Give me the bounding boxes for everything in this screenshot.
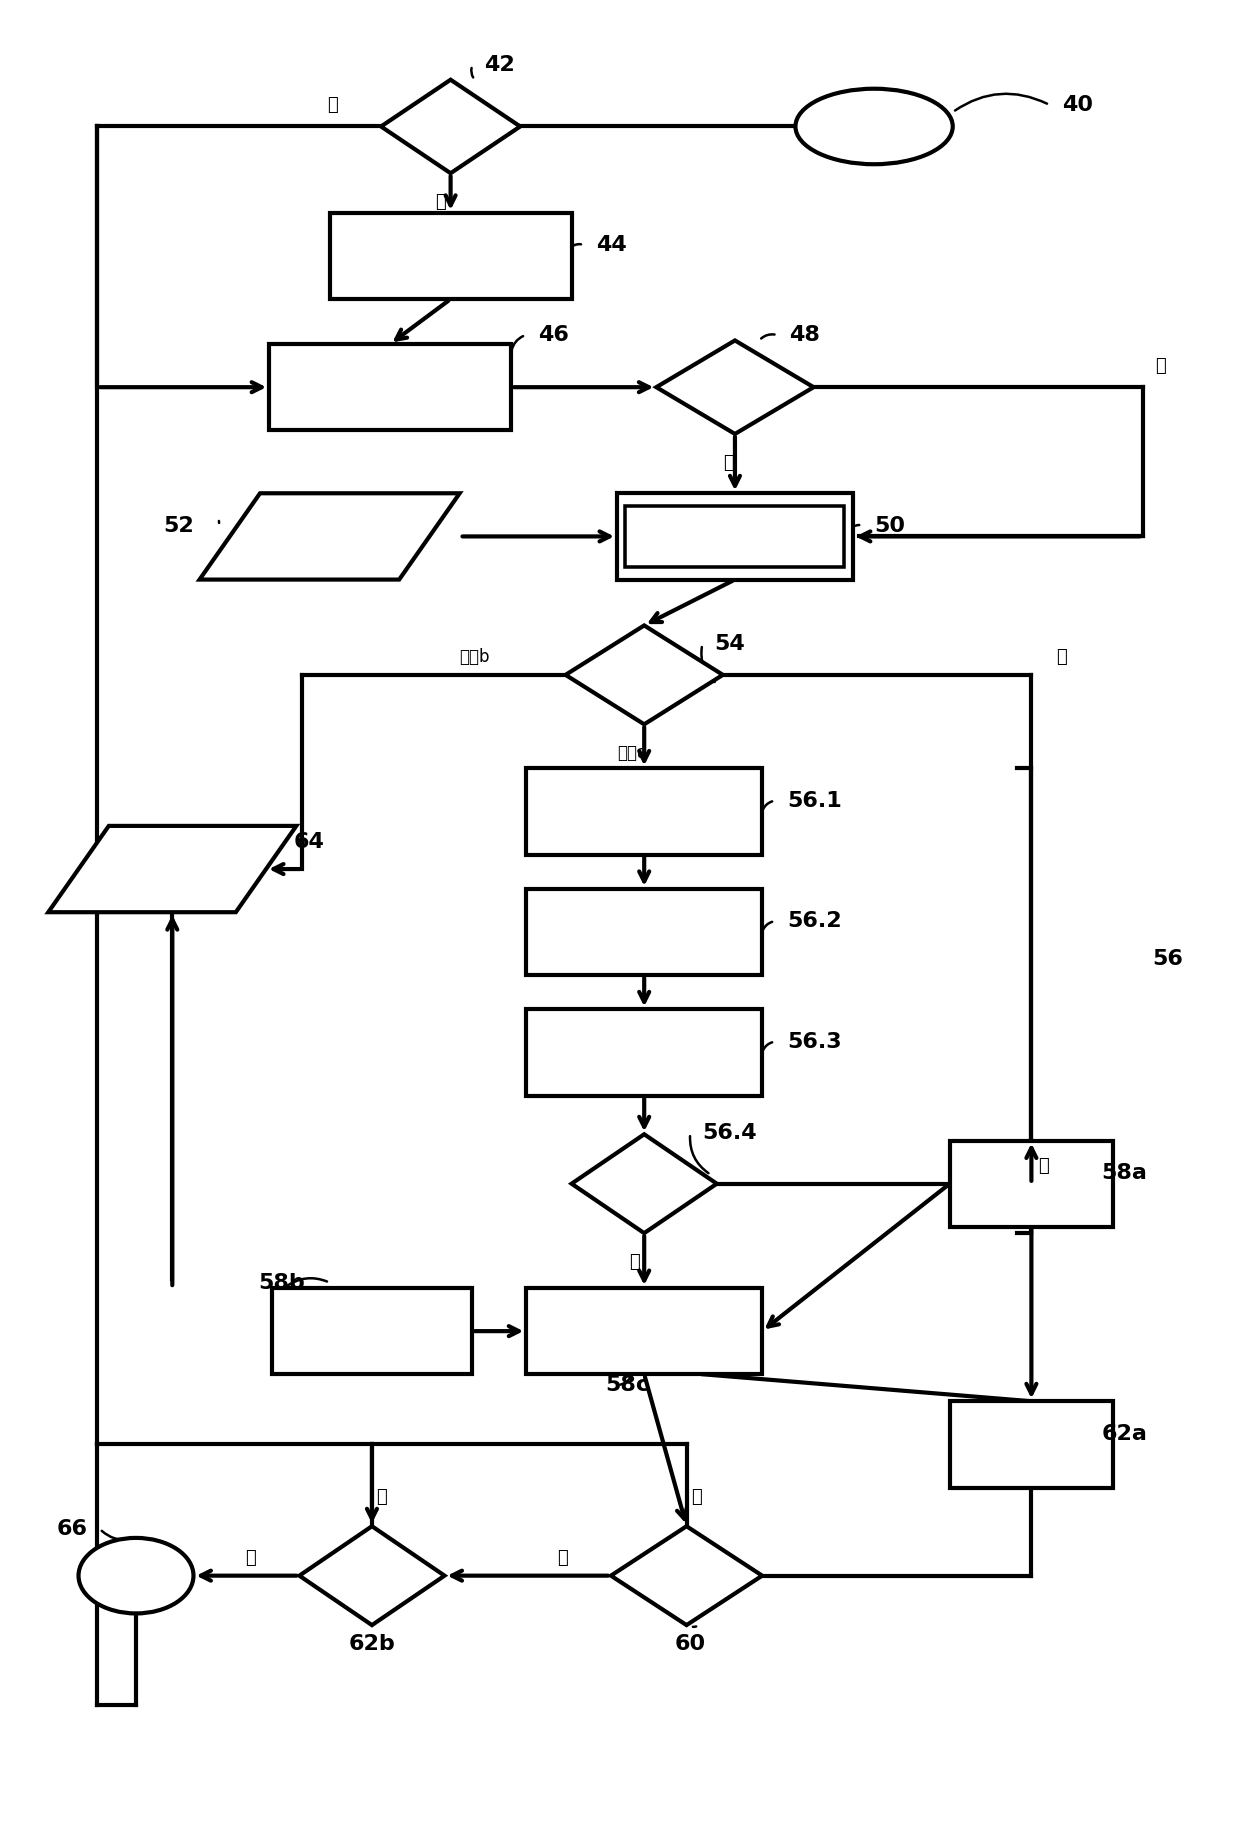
Bar [272, 1289, 471, 1375]
Bar [526, 768, 763, 856]
Text: 否: 否 [246, 1548, 257, 1567]
Text: 是: 是 [691, 1488, 702, 1506]
Text: 40: 40 [1061, 95, 1092, 115]
Bar [950, 1141, 1114, 1227]
Text: 56.3: 56.3 [787, 1031, 842, 1051]
Text: 50: 50 [874, 515, 905, 536]
Text: 58a: 58a [1101, 1163, 1147, 1183]
Polygon shape [299, 1526, 445, 1625]
Bar [330, 212, 572, 300]
Text: 60: 60 [675, 1634, 706, 1654]
Text: 62a: 62a [1101, 1424, 1147, 1444]
Bar [950, 1402, 1114, 1488]
Polygon shape [572, 1133, 717, 1234]
Text: 64: 64 [294, 832, 324, 852]
Text: 否: 否 [1056, 647, 1068, 665]
Bar [618, 494, 853, 579]
Bar [526, 1009, 763, 1095]
Polygon shape [565, 625, 723, 724]
Text: 否: 否 [629, 1252, 640, 1270]
Text: 56.2: 56.2 [787, 910, 842, 930]
Text: 48: 48 [790, 325, 821, 345]
Text: 是: 是 [435, 194, 446, 210]
Polygon shape [656, 340, 813, 433]
Polygon shape [381, 80, 520, 174]
Bar [269, 344, 511, 430]
Text: 是: 是 [376, 1488, 387, 1506]
Text: 56.1: 56.1 [787, 792, 842, 812]
Bar [526, 888, 763, 974]
Text: 58b: 58b [259, 1272, 305, 1292]
Text: 42: 42 [485, 55, 516, 75]
Text: 是: 是 [1156, 356, 1167, 375]
Text: 52: 52 [164, 515, 195, 536]
Text: 是，a: 是，a [618, 744, 647, 762]
Text: 62b: 62b [348, 1634, 396, 1654]
Text: 46: 46 [538, 325, 569, 345]
Text: 56.4: 56.4 [702, 1124, 756, 1142]
Text: 是，b: 是，b [460, 647, 490, 665]
Text: 是: 是 [1038, 1157, 1049, 1175]
Text: 54: 54 [714, 634, 745, 654]
Text: 否: 否 [327, 95, 339, 113]
Text: 否: 否 [557, 1548, 568, 1567]
Text: 56: 56 [1152, 949, 1183, 969]
Text: 58c: 58c [605, 1375, 650, 1395]
Bar [526, 1289, 763, 1375]
Polygon shape [611, 1526, 763, 1625]
Ellipse shape [78, 1537, 193, 1614]
Text: 否: 否 [723, 453, 734, 472]
Bar [625, 506, 844, 567]
Text: 66: 66 [57, 1519, 88, 1539]
Polygon shape [200, 494, 460, 579]
Ellipse shape [795, 90, 952, 165]
Text: 44: 44 [595, 236, 626, 256]
Polygon shape [48, 826, 296, 912]
